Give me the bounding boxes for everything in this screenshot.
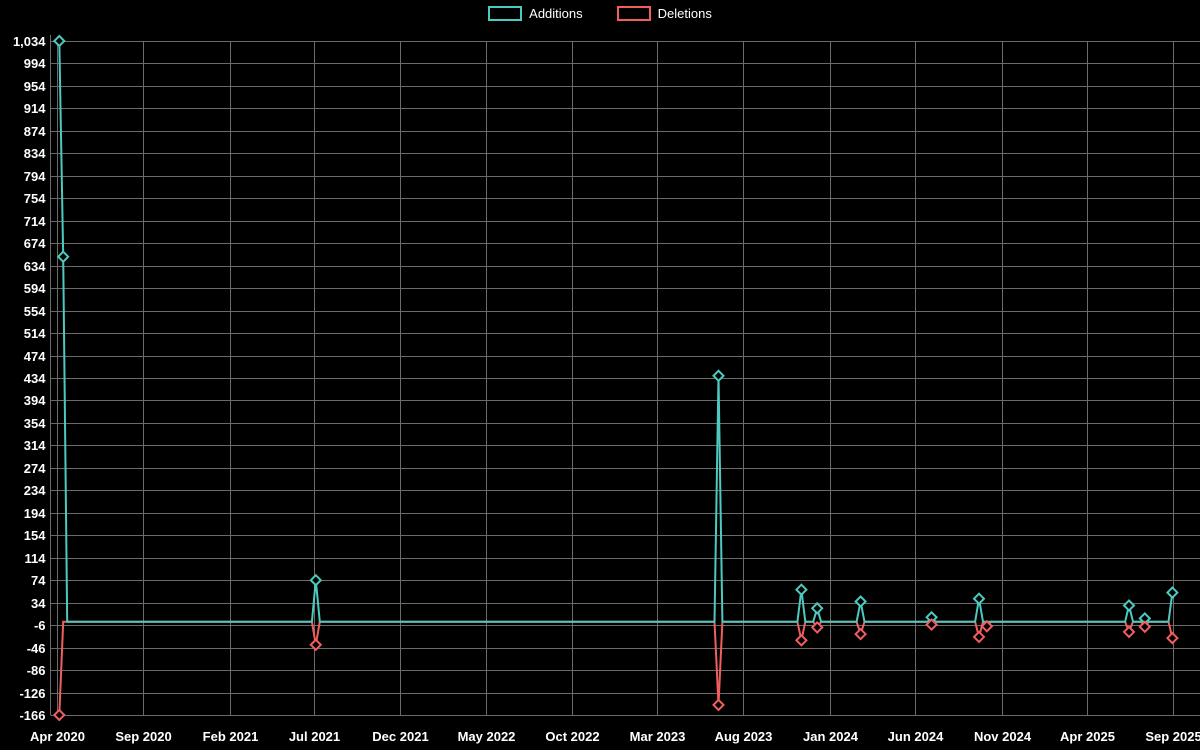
- legend-label-additions: Additions: [529, 6, 583, 21]
- y-tick-label: -126: [19, 686, 45, 701]
- legend-item-deletions[interactable]: Deletions: [616, 6, 712, 21]
- additions-point-marker: [52, 34, 66, 48]
- x-tick-label: Oct 2022: [545, 729, 599, 744]
- y-tick-label: 354: [24, 416, 46, 431]
- y-tick-label: 314: [24, 438, 46, 453]
- deletions-point-marker: [309, 638, 323, 652]
- additions-point-marker: [810, 601, 824, 615]
- deletions-point-marker: [712, 698, 725, 712]
- additions-point-marker: [972, 592, 986, 606]
- deletions-point-marker: [52, 708, 66, 722]
- additions-point-marker: [712, 369, 725, 383]
- x-tick-label: Jun 2024: [888, 729, 944, 744]
- y-tick-label: 834: [24, 146, 46, 161]
- y-tick-label: 154: [24, 528, 46, 543]
- y-tick-label: 514: [24, 326, 46, 341]
- deletions-point-marker: [854, 627, 868, 641]
- additions-swatch: [488, 6, 523, 21]
- additions-line: [58, 40, 1174, 623]
- additions-point-marker: [309, 573, 323, 587]
- y-tick-label: 674: [24, 236, 46, 251]
- deletions-point-marker: [980, 619, 994, 633]
- x-tick-label: Jul 2021: [289, 729, 340, 744]
- x-tick-label: Sep 2020: [115, 729, 171, 744]
- x-tick-label: Apr 2020: [30, 729, 85, 744]
- additions-point-marker: [794, 583, 808, 597]
- y-tick-label: -86: [27, 663, 46, 678]
- y-tick-label: 34: [31, 596, 46, 611]
- y-tick-label: 954: [24, 79, 46, 94]
- deletions-point-marker: [972, 630, 986, 644]
- y-tick-label: 474: [24, 349, 46, 364]
- x-tick-label: Aug 2023: [715, 729, 773, 744]
- y-tick-label: 634: [24, 259, 46, 274]
- x-tick-label: Sep 2025: [1145, 729, 1200, 744]
- y-tick-label: 794: [24, 169, 46, 184]
- y-tick-label: -166: [19, 708, 45, 723]
- chart-legend: Additions Deletions: [0, 6, 1200, 21]
- legend-label-deletions: Deletions: [657, 6, 712, 21]
- y-tick-label: -6: [34, 618, 46, 633]
- x-tick-label: Dec 2021: [372, 729, 428, 744]
- x-tick-label: Feb 2021: [203, 729, 259, 744]
- deletions-line: [58, 619, 1174, 716]
- legend-item-additions[interactable]: Additions: [488, 6, 583, 21]
- y-tick-label: -46: [27, 641, 46, 656]
- additions-point-marker: [854, 595, 868, 608]
- x-tick-label: Mar 2023: [630, 729, 686, 744]
- additions-point-marker: [1122, 599, 1136, 612]
- deletions-point-marker: [794, 633, 808, 647]
- y-tick-label: 914: [24, 101, 46, 116]
- y-tick-label: 74: [31, 573, 46, 588]
- x-tick-label: Nov 2024: [974, 729, 1032, 744]
- deletions-point-marker: [810, 620, 824, 634]
- y-tick-label: 1,034: [13, 34, 46, 49]
- x-tick-label: Apr 2025: [1060, 729, 1115, 744]
- deletions-point-marker: [925, 618, 939, 632]
- deletions-point-marker: [1138, 620, 1152, 634]
- deletions-point-marker: [1122, 625, 1136, 639]
- y-tick-label: 394: [24, 393, 46, 408]
- y-tick-label: 114: [25, 551, 47, 566]
- additions-point-marker: [56, 250, 70, 264]
- y-tick-label: 754: [24, 191, 46, 206]
- y-tick-label: 194: [24, 506, 46, 521]
- y-tick-label: 434: [24, 371, 46, 386]
- y-tick-label: 874: [24, 124, 46, 139]
- y-tick-label: 714: [24, 214, 46, 229]
- y-tick-label: 994: [24, 56, 46, 71]
- y-tick-label: 274: [24, 461, 46, 476]
- y-tick-label: 234: [24, 483, 46, 498]
- x-tick-label: Jan 2024: [803, 729, 859, 744]
- x-tick-label: May 2022: [458, 729, 516, 744]
- deletions-swatch: [616, 6, 651, 21]
- y-tick-label: 554: [24, 304, 46, 319]
- deletions-point-marker: [1165, 631, 1179, 645]
- additions-point-marker: [1165, 586, 1179, 600]
- y-tick-label: 594: [24, 281, 46, 296]
